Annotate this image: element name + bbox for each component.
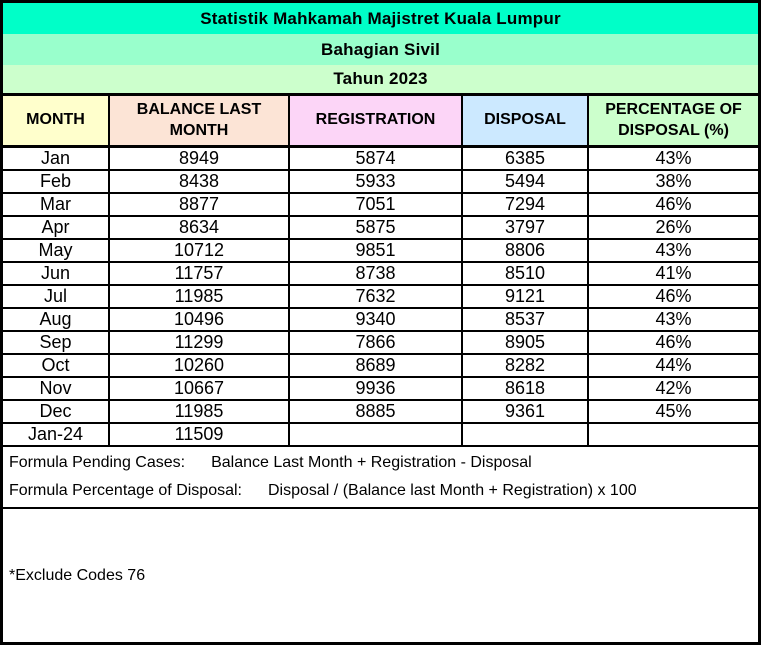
- table-row: Jul 11985 7632 9121 46%: [3, 286, 758, 309]
- cell-balance: 8634: [110, 217, 290, 238]
- formula-block: Formula Pending Cases: Balance Last Mont…: [3, 447, 758, 509]
- table-row: Aug 10496 9340 8537 43%: [3, 309, 758, 332]
- cell-month: Nov: [3, 378, 110, 399]
- cell-disposal: 8806: [463, 240, 589, 261]
- cell-month: Feb: [3, 171, 110, 192]
- cell-registration: 7051: [290, 194, 463, 215]
- cell-percentage: 46%: [589, 332, 758, 353]
- cell-disposal: 8282: [463, 355, 589, 376]
- column-header-month: MONTH: [3, 96, 110, 145]
- cell-percentage: 43%: [589, 309, 758, 330]
- formula-percentage-disposal: Formula Percentage of Disposal: Disposal…: [9, 477, 752, 505]
- cell-registration: 5875: [290, 217, 463, 238]
- table-row: Mar 8877 7051 7294 46%: [3, 194, 758, 217]
- table-row: Oct 10260 8689 8282 44%: [3, 355, 758, 378]
- cell-registration: 9340: [290, 309, 463, 330]
- table-row: Feb 8438 5933 5494 38%: [3, 171, 758, 194]
- cell-disposal: 8905: [463, 332, 589, 353]
- table-row: May 10712 9851 8806 43%: [3, 240, 758, 263]
- cell-month: Sep: [3, 332, 110, 353]
- cell-registration: 7866: [290, 332, 463, 353]
- cell-disposal: [463, 424, 589, 445]
- cell-percentage: 43%: [589, 240, 758, 261]
- cell-percentage: 42%: [589, 378, 758, 399]
- cell-percentage: 26%: [589, 217, 758, 238]
- cell-disposal: 7294: [463, 194, 589, 215]
- cell-percentage: [589, 424, 758, 445]
- column-header-percentage: PERCENTAGE OF DISPOSAL (%): [589, 96, 758, 145]
- cell-percentage: 43%: [589, 148, 758, 169]
- cell-balance: 11509: [110, 424, 290, 445]
- table-row: Jan-24 11509: [3, 424, 758, 447]
- formula-pending-cases-text: Balance Last Month + Registration - Disp…: [211, 454, 532, 471]
- cell-registration: 5874: [290, 148, 463, 169]
- table-row: Apr 8634 5875 3797 26%: [3, 217, 758, 240]
- cell-month: Jul: [3, 286, 110, 307]
- cell-registration: 8689: [290, 355, 463, 376]
- cell-balance: 10496: [110, 309, 290, 330]
- cell-disposal: 8510: [463, 263, 589, 284]
- cell-month: Oct: [3, 355, 110, 376]
- cell-balance: 11299: [110, 332, 290, 353]
- cell-balance: 11985: [110, 401, 290, 422]
- cell-month: Mar: [3, 194, 110, 215]
- cell-registration: 5933: [290, 171, 463, 192]
- cell-month: Jun: [3, 263, 110, 284]
- cell-balance: 8949: [110, 148, 290, 169]
- cell-registration: 8885: [290, 401, 463, 422]
- table-row: Nov 10667 9936 8618 42%: [3, 378, 758, 401]
- cell-percentage: 38%: [589, 171, 758, 192]
- cell-disposal: 9361: [463, 401, 589, 422]
- cell-registration: 9851: [290, 240, 463, 261]
- cell-disposal: 8537: [463, 309, 589, 330]
- table-row: Sep 11299 7866 8905 46%: [3, 332, 758, 355]
- formula-pending-cases-label: Formula Pending Cases:: [9, 454, 186, 471]
- cell-percentage: 45%: [589, 401, 758, 422]
- cell-balance: 10260: [110, 355, 290, 376]
- cell-month: Dec: [3, 401, 110, 422]
- column-header-disposal: DISPOSAL: [463, 96, 589, 145]
- cell-registration: 8738: [290, 263, 463, 284]
- cell-balance: 11757: [110, 263, 290, 284]
- cell-month: May: [3, 240, 110, 261]
- formula-percentage-disposal-text: Disposal / (Balance last Month + Registr…: [268, 482, 637, 499]
- cell-month: Jan-24: [3, 424, 110, 445]
- table-row: Jun 11757 8738 8510 41%: [3, 263, 758, 286]
- formula-pending-cases: Formula Pending Cases: Balance Last Mont…: [9, 449, 752, 477]
- cell-balance: 10667: [110, 378, 290, 399]
- cell-month: Aug: [3, 309, 110, 330]
- cell-disposal: 3797: [463, 217, 589, 238]
- cell-percentage: 46%: [589, 194, 758, 215]
- cell-month: Jan: [3, 148, 110, 169]
- cell-disposal: 5494: [463, 171, 589, 192]
- cell-registration: [290, 424, 463, 445]
- cell-disposal: 8618: [463, 378, 589, 399]
- column-header-registration: REGISTRATION: [290, 96, 463, 145]
- cell-registration: 7632: [290, 286, 463, 307]
- table-title: Statistik Mahkamah Majistret Kuala Lumpu…: [3, 3, 758, 34]
- column-header-row: MONTH BALANCE LAST MONTH REGISTRATION DISPO…: [3, 96, 758, 148]
- cell-percentage: 41%: [589, 263, 758, 284]
- cell-balance: 10712: [110, 240, 290, 261]
- cell-balance: 11985: [110, 286, 290, 307]
- cell-percentage: 46%: [589, 286, 758, 307]
- column-header-balance: BALANCE LAST MONTH: [110, 96, 290, 145]
- table-subtitle-division: Bahagian Sivil: [3, 34, 758, 65]
- cell-balance: 8877: [110, 194, 290, 215]
- cell-disposal: 6385: [463, 148, 589, 169]
- cell-disposal: 9121: [463, 286, 589, 307]
- cell-month: Apr: [3, 217, 110, 238]
- cell-balance: 8438: [110, 171, 290, 192]
- exclude-note: *Exclude Codes 76: [9, 566, 146, 584]
- formula-percentage-disposal-label: Formula Percentage of Disposal:: [9, 482, 242, 499]
- cell-percentage: 44%: [589, 355, 758, 376]
- table-row: Jan 8949 5874 6385 43%: [3, 148, 758, 171]
- table-row: Dec 11985 8885 9361 45%: [3, 401, 758, 424]
- table-subtitle-year: Tahun 2023: [3, 65, 758, 96]
- cell-registration: 9936: [290, 378, 463, 399]
- table-body: Jan 8949 5874 6385 43% Feb 8438 5933 5494 38% Mar 8…: [3, 148, 758, 447]
